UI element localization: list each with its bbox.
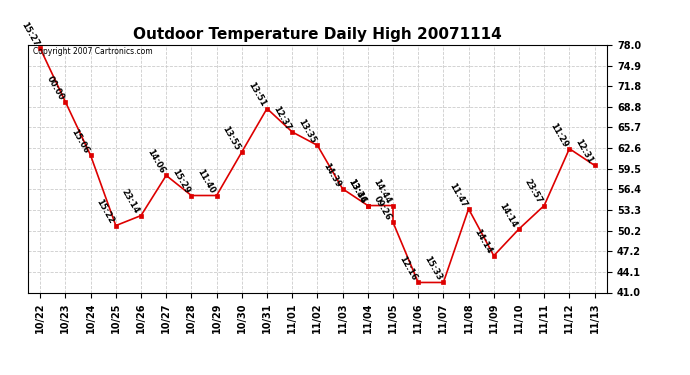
Text: 14:39: 14:39 — [322, 161, 343, 189]
Text: 15:33: 15:33 — [422, 255, 444, 282]
Text: 12:16: 12:16 — [397, 255, 418, 282]
Text: 14:14: 14:14 — [497, 201, 519, 229]
Title: Outdoor Temperature Daily High 20071114: Outdoor Temperature Daily High 20071114 — [133, 27, 502, 42]
Text: 15:29: 15:29 — [170, 168, 191, 195]
Text: 13:44: 13:44 — [346, 178, 368, 206]
Text: Copyright 2007 Cartronics.com: Copyright 2007 Cartronics.com — [33, 48, 153, 57]
Text: 13:55: 13:55 — [221, 124, 242, 152]
Text: 23:57: 23:57 — [523, 178, 544, 206]
Text: 15:22: 15:22 — [95, 198, 116, 226]
Text: 12:37: 12:37 — [271, 104, 292, 132]
Text: 12:31: 12:31 — [573, 138, 595, 165]
Text: 14:44: 14:44 — [372, 178, 393, 206]
Text: 00:00: 00:00 — [44, 75, 66, 102]
Text: 11:47: 11:47 — [447, 181, 469, 209]
Text: 15:06: 15:06 — [70, 128, 90, 155]
Text: 11:40: 11:40 — [195, 168, 217, 195]
Text: 15:27: 15:27 — [19, 21, 40, 48]
Text: 23:14: 23:14 — [120, 188, 141, 216]
Text: 14:06: 14:06 — [145, 148, 166, 176]
Text: 11:29: 11:29 — [549, 121, 569, 148]
Text: 09:26: 09:26 — [372, 195, 393, 222]
Text: 13:35: 13:35 — [296, 118, 317, 146]
Text: 13:36: 13:36 — [346, 178, 368, 206]
Text: 13:51: 13:51 — [246, 81, 267, 108]
Text: 14:14: 14:14 — [473, 228, 494, 256]
